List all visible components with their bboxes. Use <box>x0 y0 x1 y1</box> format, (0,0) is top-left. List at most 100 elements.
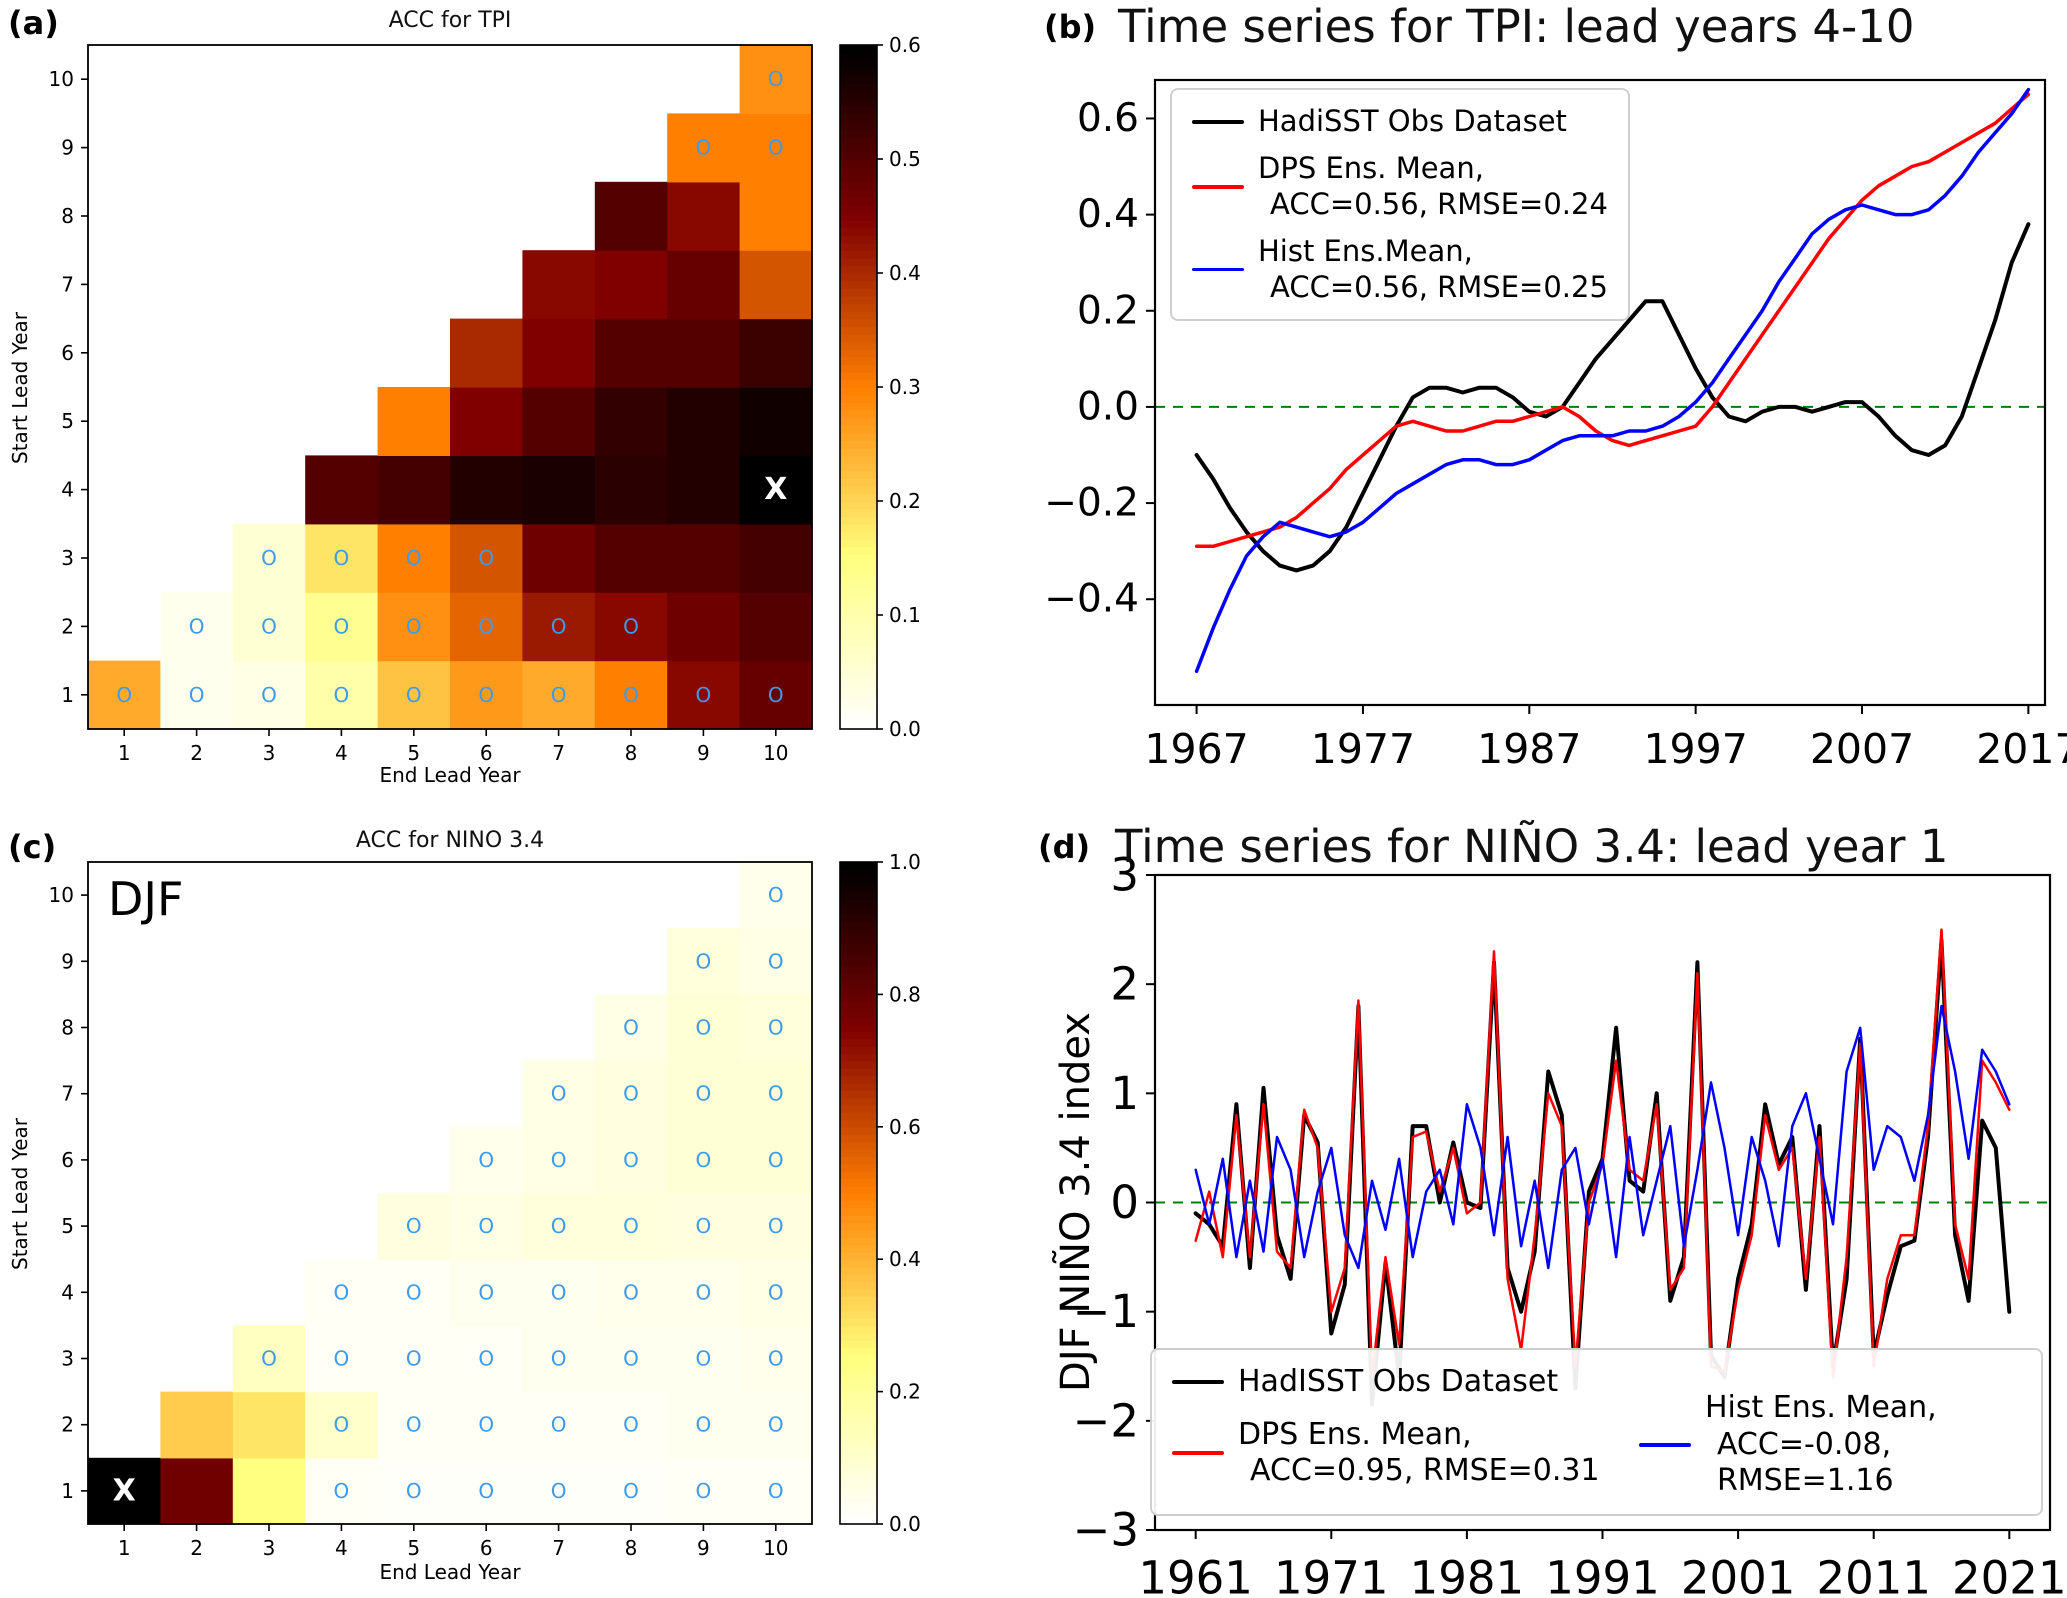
o-marker: O <box>551 1347 567 1371</box>
svg-text:8: 8 <box>625 741 638 765</box>
svg-text:10: 10 <box>49 883 74 907</box>
svg-text:10: 10 <box>49 67 74 91</box>
o-marker: O <box>696 1479 712 1503</box>
svg-text:7: 7 <box>61 272 74 296</box>
svg-text:0.4: 0.4 <box>889 261 921 285</box>
svg-text:1981: 1981 <box>1410 1552 1525 1598</box>
svg-text:0.2: 0.2 <box>1077 288 1139 333</box>
o-marker: O <box>261 683 277 707</box>
legend-label-obs: HadISST Obs Dataset <box>1238 1364 1559 1399</box>
svg-text:9: 9 <box>61 136 74 160</box>
panel-b-title: Time series for TPI: lead years 4-10 <box>1118 0 1915 53</box>
o-marker: O <box>768 1479 784 1503</box>
o-marker: O <box>406 683 422 707</box>
panel-a: 1 2 3 4 5 6 7 8 9 10 1 2 3 4 5 6 7 8 9 10 O O O O O O O O O O O O O O O O O O… <box>0 0 935 810</box>
svg-text:8: 8 <box>625 1536 638 1560</box>
o-marker: O <box>478 683 494 707</box>
series-line-obs <box>1194 222 2031 573</box>
o-marker: O <box>406 1479 422 1503</box>
o-marker: O <box>478 546 494 570</box>
legend-label-hist: Hist Ens.Mean, ACC=0.56, RMSE=0.25 <box>1258 234 1608 304</box>
o-marker: O <box>551 1479 567 1503</box>
legend-entry-dps: DPS Ens. Mean, ACC=0.95, RMSE=0.31 <box>1172 1417 1639 1490</box>
svg-text:0.6: 0.6 <box>1077 96 1139 141</box>
legend-entry-hist: Hist Ens. Mean, ACC=-0.08, RMSE=1.16 <box>1638 1390 2021 1500</box>
o-marker: O <box>478 1214 494 1238</box>
o-marker: O <box>551 614 567 638</box>
o-marker: O <box>768 1413 784 1437</box>
o-marker: O <box>189 683 205 707</box>
colorbar: 0.0 0.1 0.2 0.3 0.4 0.5 0.6 <box>839 33 921 741</box>
svg-text:6: 6 <box>480 1536 493 1560</box>
svg-text:2011: 2011 <box>1816 1552 1931 1598</box>
svg-text:2017: 2017 <box>1976 725 2067 773</box>
o-marker: O <box>768 1347 784 1371</box>
o-marker: O <box>406 1347 422 1371</box>
svg-text:3: 3 <box>263 741 276 765</box>
o-marker: O <box>551 683 567 707</box>
svg-text:1: 1 <box>61 1479 74 1503</box>
svg-text:1971: 1971 <box>1274 1552 1389 1598</box>
svg-text:3: 3 <box>263 1536 276 1560</box>
o-marker: O <box>478 1280 494 1304</box>
panel-d-title: Time series for NIÑO 3.4: lead year 1 <box>1115 820 1949 873</box>
panel-c-title: ACC for NINO 3.4 <box>355 828 545 853</box>
legend-entry-hist: Hist Ens.Mean, ACC=0.56, RMSE=0.25 <box>1192 234 1608 305</box>
o-marker: O <box>768 67 784 91</box>
svg-text:0.3: 0.3 <box>889 375 921 399</box>
o-marker: O <box>768 1148 784 1172</box>
colorbar: 0.0 0.2 0.4 0.6 0.8 1.0 <box>839 850 921 1536</box>
o-marker: O <box>696 1214 712 1238</box>
panel-c-xlabel: End Lead Year <box>379 1560 521 1584</box>
svg-text:−3: −3 <box>1073 1504 1139 1557</box>
panel-d: 1961 1971 1981 1991 2001 2011 2021 −3 −2 −1 0 1 2 3 (… <box>1030 820 2067 1598</box>
heatmap-axes: 1 2 3 4 5 6 7 8 9 10 1 2 3 4 5 6 7 8 9 10 <box>49 67 789 765</box>
svg-text:−0.2: −0.2 <box>1044 481 1139 526</box>
svg-text:0.0: 0.0 <box>1077 384 1139 429</box>
svg-text:8: 8 <box>61 204 74 228</box>
panel-a-title: ACC for TPI <box>388 8 512 33</box>
o-marker: O <box>768 136 784 160</box>
svg-text:2001: 2001 <box>1681 1552 1796 1598</box>
svg-text:4: 4 <box>335 741 348 765</box>
o-marker: O <box>406 546 422 570</box>
panel-d-legend: HadISST Obs Dataset DPS Ens. Mean, ACC=0.9… <box>1150 1348 2043 1516</box>
panel-c: 1 2 3 4 5 6 7 8 9 10 1 2 3 4 5 6 7 8 9 10 X O O O O O O O O O O O O O O O O O… <box>0 820 935 1598</box>
svg-text:−0.4: −0.4 <box>1044 577 1139 622</box>
o-marker: O <box>261 614 277 638</box>
svg-text:1967: 1967 <box>1144 725 1248 773</box>
svg-text:0: 0 <box>1110 1176 1139 1229</box>
panel-b-legend: HadiSST Obs Dataset DPS Ens. Mean, ACC=0.5… <box>1170 88 1630 321</box>
legend-entry-obs: HadISST Obs Dataset <box>1172 1364 1639 1401</box>
o-marker: O <box>478 614 494 638</box>
svg-text:0.0: 0.0 <box>889 1512 921 1536</box>
svg-text:1991: 1991 <box>1545 1552 1660 1598</box>
svg-text:0.6: 0.6 <box>889 1115 921 1139</box>
o-marker: O <box>261 546 277 570</box>
svg-text:1: 1 <box>1110 1067 1139 1120</box>
o-marker: O <box>696 1148 712 1172</box>
series-line-hist <box>1194 87 2031 674</box>
legend-label-dps: DPS Ens. Mean, ACC=0.56, RMSE=0.24 <box>1258 151 1608 221</box>
line-axes: 1961 1971 1981 1991 2001 2011 2021 −3 −2 −1 0 1 2 3 <box>1073 849 2067 1598</box>
svg-text:1997: 1997 <box>1643 725 1747 773</box>
panel-d-line-canvas: 1961 1971 1981 1991 2001 2011 2021 −3 −2 −1 0 1 2 3 <box>1073 849 2067 1598</box>
x-marker: X <box>113 1473 136 1508</box>
svg-text:0.4: 0.4 <box>1077 192 1139 237</box>
heatmap-markers: X O O O O O O O O O O O O O O O O O O O O O O O O O O O O O O O O O O O O O O O… <box>113 883 784 1508</box>
o-marker: O <box>623 1479 639 1503</box>
svg-text:4: 4 <box>335 1536 348 1560</box>
svg-text:1: 1 <box>118 741 131 765</box>
o-marker: O <box>768 1082 784 1106</box>
svg-text:2: 2 <box>61 1413 74 1437</box>
svg-text:9: 9 <box>697 741 710 765</box>
panel-a-xlabel: End Lead Year <box>379 763 521 787</box>
o-marker: O <box>551 1214 567 1238</box>
svg-text:6: 6 <box>480 741 493 765</box>
o-marker: O <box>478 1148 494 1172</box>
o-marker: O <box>623 1148 639 1172</box>
o-marker: O <box>406 614 422 638</box>
legend-entry-dps: DPS Ens. Mean, ACC=0.56, RMSE=0.24 <box>1192 151 1608 222</box>
heatmap-frame <box>87 44 813 730</box>
svg-text:3: 3 <box>1110 849 1139 902</box>
